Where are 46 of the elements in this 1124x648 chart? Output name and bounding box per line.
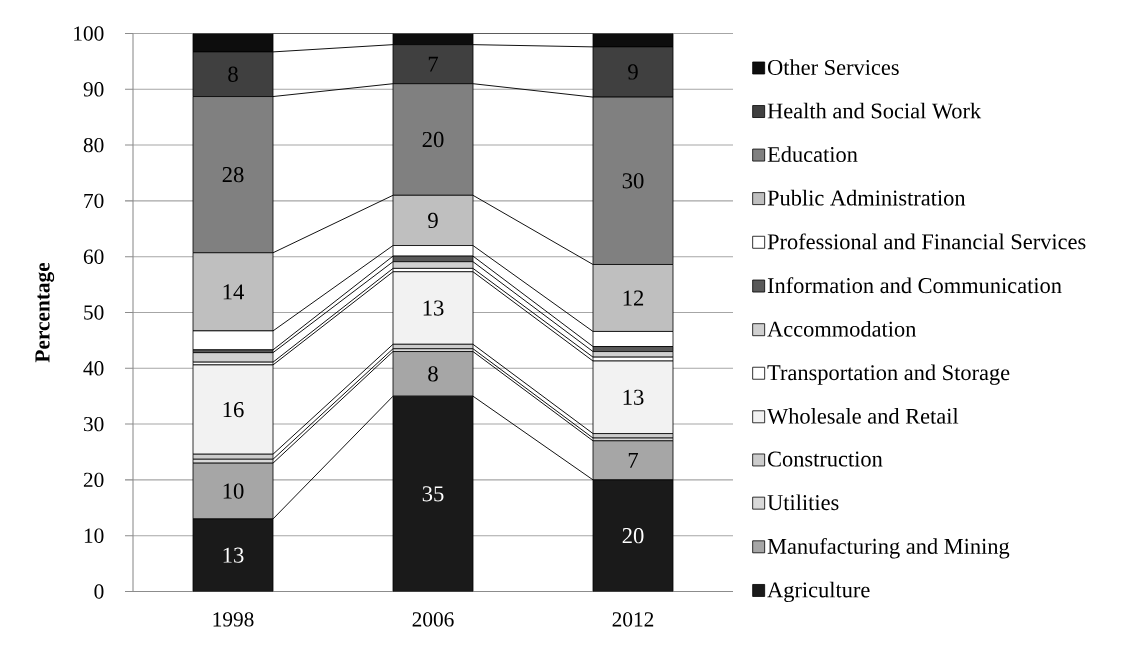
data-label: 20	[622, 528, 644, 544]
y-tick-label: 80	[83, 137, 104, 153]
data-label: 7	[628, 452, 639, 468]
legend-label: Public Administration	[767, 189, 966, 206]
data-label: 13	[423, 300, 444, 316]
y-tick-label: 40	[83, 361, 104, 376]
data-label: 35	[422, 486, 444, 502]
legend-label: Accommodation	[767, 320, 917, 337]
x-tick-label: 1998	[213, 612, 254, 627]
y-axis-title: Percentage	[35, 262, 55, 363]
data-label: 8	[228, 66, 238, 82]
legend-label: Professional and Financial Services	[767, 233, 1086, 250]
y-tick-label: 60	[83, 249, 104, 264]
legend-label: Information and Communication	[767, 277, 1062, 294]
data-label: 13	[623, 389, 644, 405]
y-tick-label: 0	[94, 584, 104, 599]
x-tick-label: 2006	[412, 612, 454, 627]
legend-label: Wholesale and Retail	[767, 408, 959, 424]
y-tick-label: 20	[83, 472, 104, 488]
legend-label: Other Services	[767, 59, 899, 75]
data-label: 12	[623, 290, 644, 306]
data-label: 20	[422, 131, 444, 148]
legend-label: Agriculture	[767, 581, 870, 603]
y-tick-label: 30	[83, 416, 104, 432]
y-tick-label: 90	[83, 82, 104, 97]
legend-label: Education	[767, 146, 858, 163]
data-label: 7	[428, 56, 439, 72]
data-label: 13	[223, 547, 244, 563]
data-label: 30	[622, 173, 644, 189]
data-label: 9	[428, 212, 438, 229]
data-label: 9	[628, 64, 638, 80]
y-tick-label: 100	[74, 26, 104, 41]
legend-label: Transportation and Storage	[767, 364, 1010, 385]
legend-label: Manufacturing and Mining	[767, 537, 1010, 559]
y-tick-label: 70	[84, 193, 104, 209]
legend-label: Construction	[767, 451, 883, 467]
x-tick-label: 2012	[612, 612, 654, 627]
data-label: 16	[223, 401, 244, 418]
legend-label: Health and Social Work	[767, 102, 982, 119]
data-label: 14	[223, 284, 244, 300]
data-label: 8	[428, 366, 438, 382]
legend-label: Utilities	[767, 494, 839, 511]
y-tick-label: 10	[84, 528, 104, 543]
data-label: 28	[222, 167, 244, 183]
y-tick-label: 50	[84, 305, 104, 320]
data-label: 10	[223, 483, 244, 499]
